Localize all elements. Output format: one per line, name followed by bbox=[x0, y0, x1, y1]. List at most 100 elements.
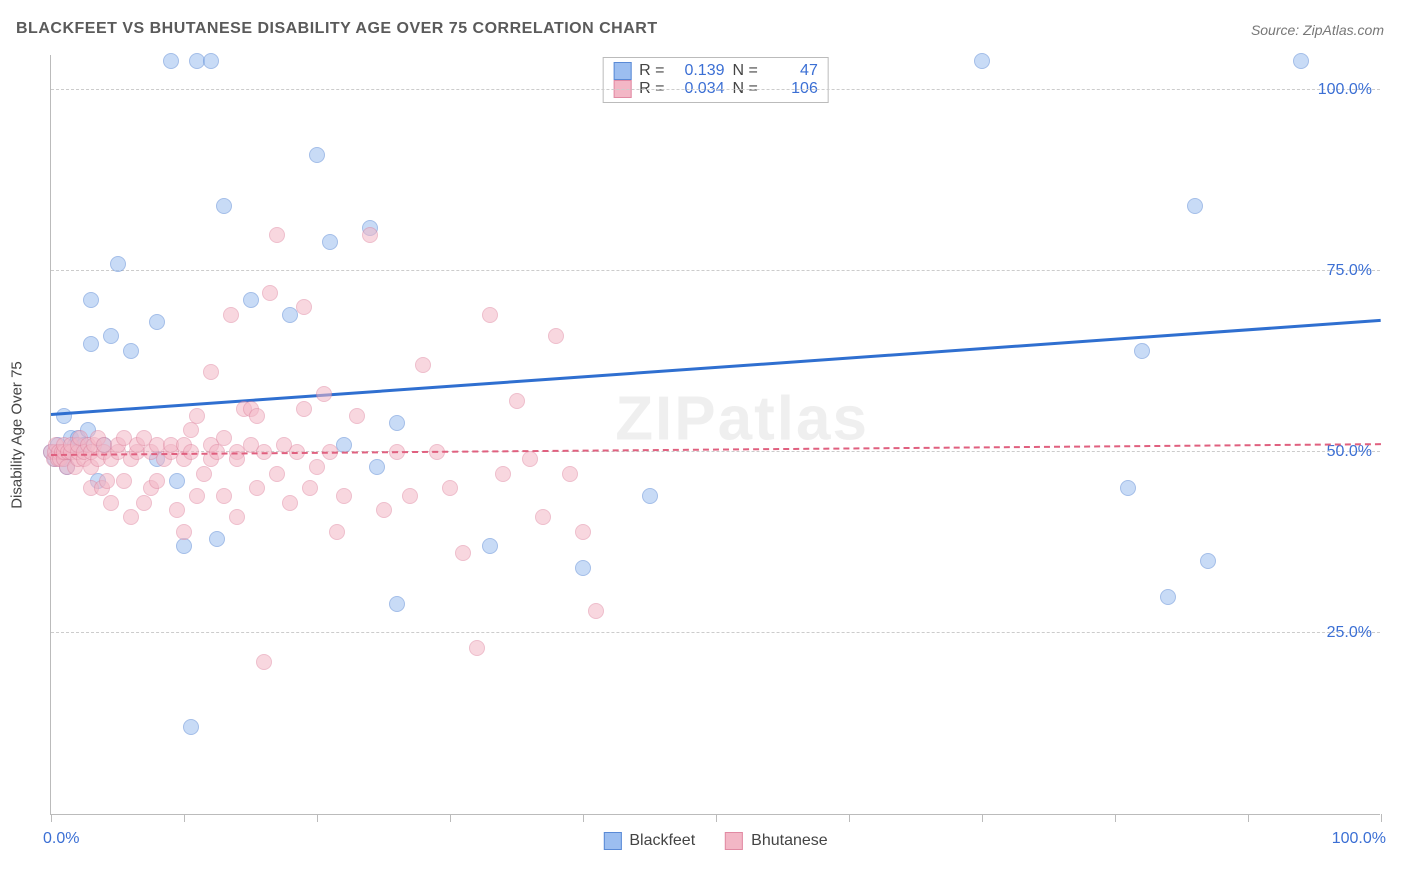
legend-series: Blackfeet Bhutanese bbox=[603, 832, 827, 850]
data-point bbox=[229, 509, 245, 525]
legend-swatch bbox=[603, 832, 621, 850]
data-point bbox=[282, 495, 298, 511]
data-point bbox=[176, 524, 192, 540]
data-point bbox=[149, 473, 165, 489]
x-tick bbox=[849, 814, 850, 822]
y-tick-label: 50.0% bbox=[1327, 443, 1372, 461]
data-point bbox=[296, 401, 312, 417]
legend-n-label: N = bbox=[733, 62, 758, 80]
data-point bbox=[216, 488, 232, 504]
legend-r-label: R = bbox=[639, 62, 664, 80]
legend-series-name: Blackfeet bbox=[629, 832, 695, 850]
data-point bbox=[482, 538, 498, 554]
data-point bbox=[562, 466, 578, 482]
legend-r-value: 0.139 bbox=[673, 62, 725, 80]
x-tick bbox=[583, 814, 584, 822]
data-point bbox=[469, 640, 485, 656]
x-tick bbox=[317, 814, 318, 822]
data-point bbox=[442, 480, 458, 496]
x-tick bbox=[51, 814, 52, 822]
data-point bbox=[575, 524, 591, 540]
data-point bbox=[1187, 198, 1203, 214]
x-tick bbox=[184, 814, 185, 822]
data-point bbox=[123, 509, 139, 525]
data-point bbox=[110, 256, 126, 272]
data-point bbox=[329, 524, 345, 540]
data-point bbox=[1120, 480, 1136, 496]
chart-title: BLACKFEET VS BHUTANESE DISABILITY AGE OV… bbox=[16, 20, 658, 38]
data-point bbox=[189, 408, 205, 424]
legend-series-name: Bhutanese bbox=[751, 832, 828, 850]
data-point bbox=[163, 53, 179, 69]
data-point bbox=[189, 488, 205, 504]
data-point bbox=[316, 386, 332, 402]
data-point bbox=[575, 560, 591, 576]
legend-n-value: 47 bbox=[766, 62, 818, 80]
data-point bbox=[216, 198, 232, 214]
data-point bbox=[548, 328, 564, 344]
data-point bbox=[302, 480, 318, 496]
data-point bbox=[642, 488, 658, 504]
source-label: Source: ZipAtlas.com bbox=[1251, 22, 1384, 38]
gridline bbox=[51, 632, 1380, 633]
data-point bbox=[103, 328, 119, 344]
y-tick-label: 25.0% bbox=[1327, 624, 1372, 642]
data-point bbox=[83, 336, 99, 352]
data-point bbox=[83, 292, 99, 308]
data-point bbox=[176, 538, 192, 554]
data-point bbox=[415, 357, 431, 373]
x-tick bbox=[450, 814, 451, 822]
legend-swatch bbox=[725, 832, 743, 850]
data-point bbox=[455, 545, 471, 561]
data-point bbox=[322, 234, 338, 250]
data-point bbox=[183, 719, 199, 735]
legend-item: Bhutanese bbox=[725, 832, 828, 850]
data-point bbox=[522, 451, 538, 467]
data-point bbox=[249, 480, 265, 496]
data-point bbox=[482, 307, 498, 323]
data-point bbox=[183, 422, 199, 438]
data-point bbox=[209, 531, 225, 547]
data-point bbox=[309, 459, 325, 475]
data-point bbox=[309, 147, 325, 163]
data-point bbox=[495, 466, 511, 482]
y-tick-label: 100.0% bbox=[1318, 81, 1372, 99]
data-point bbox=[362, 227, 378, 243]
data-point bbox=[223, 307, 239, 323]
data-point bbox=[99, 473, 115, 489]
gridline bbox=[51, 270, 1380, 271]
data-point bbox=[1160, 589, 1176, 605]
y-axis-title: Disability Age Over 75 bbox=[9, 361, 26, 509]
legend-item: Blackfeet bbox=[603, 832, 695, 850]
data-point bbox=[216, 430, 232, 446]
data-point bbox=[203, 364, 219, 380]
data-point bbox=[389, 596, 405, 612]
data-point bbox=[269, 227, 285, 243]
data-point bbox=[169, 473, 185, 489]
data-point bbox=[1293, 53, 1309, 69]
legend-swatch bbox=[613, 62, 631, 80]
data-point bbox=[149, 314, 165, 330]
data-point bbox=[369, 459, 385, 475]
x-axis-label-min: 0.0% bbox=[43, 830, 79, 848]
data-point bbox=[588, 603, 604, 619]
legend-stats-row: R = 0.139 N = 47 bbox=[613, 62, 818, 80]
data-point bbox=[389, 415, 405, 431]
data-point bbox=[1134, 343, 1150, 359]
gridline bbox=[51, 89, 1380, 90]
data-point bbox=[203, 53, 219, 69]
data-point bbox=[169, 502, 185, 518]
data-point bbox=[123, 343, 139, 359]
data-point bbox=[509, 393, 525, 409]
x-tick bbox=[982, 814, 983, 822]
legend-stats: R =0.139N =47R =0.034N =106 bbox=[602, 57, 829, 103]
data-point bbox=[349, 408, 365, 424]
data-point bbox=[1200, 553, 1216, 569]
x-tick bbox=[1248, 814, 1249, 822]
data-point bbox=[136, 495, 152, 511]
watermark: ZIPatlas bbox=[615, 384, 869, 455]
data-point bbox=[116, 473, 132, 489]
data-point bbox=[269, 466, 285, 482]
data-point bbox=[336, 488, 352, 504]
data-point bbox=[376, 502, 392, 518]
